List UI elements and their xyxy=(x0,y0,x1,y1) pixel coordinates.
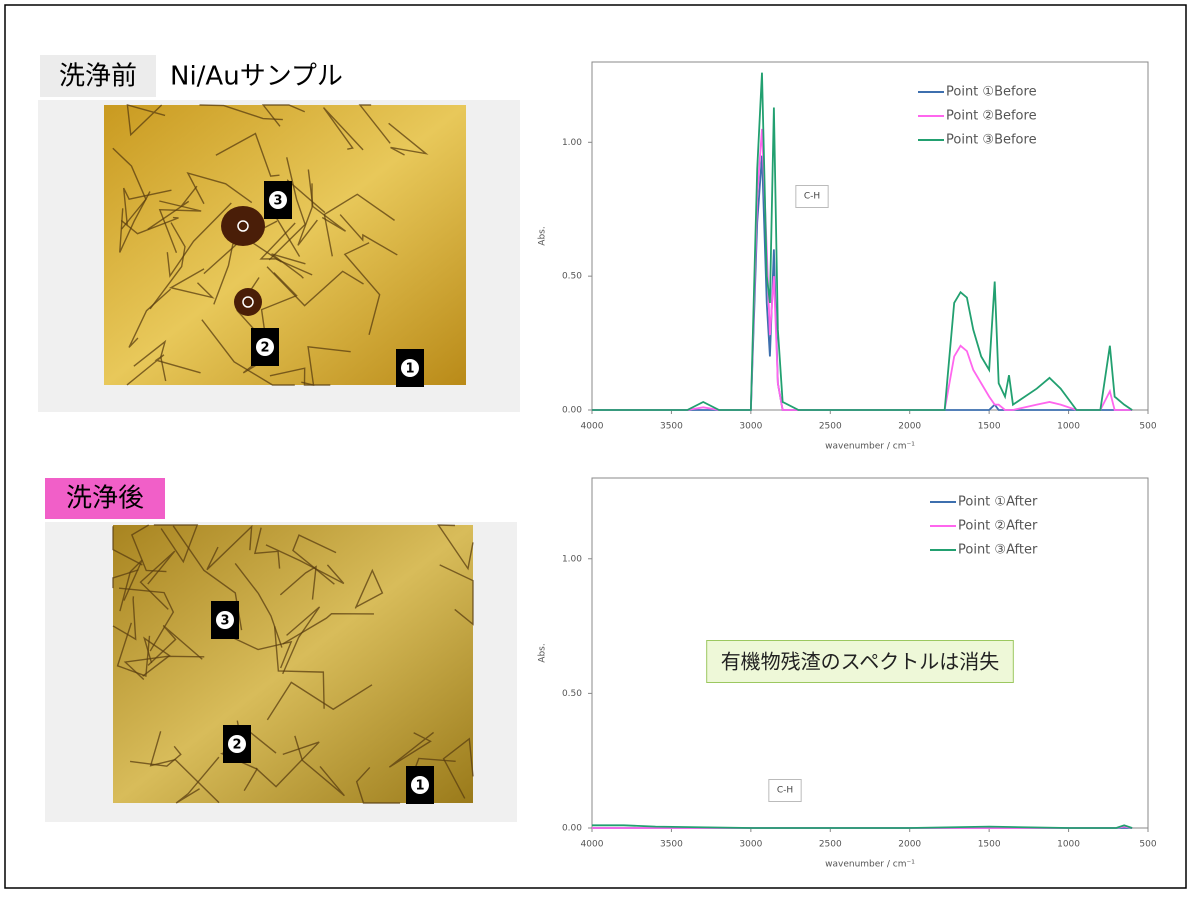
x-axis-label: wavenumber / cm⁻¹ xyxy=(825,442,915,452)
x-tick-label: 4000 xyxy=(581,840,604,850)
annotation: C-H xyxy=(777,786,793,796)
after-label: 洗浄後 xyxy=(66,484,144,514)
legend-label: Point ①Before xyxy=(946,85,1037,100)
sample-label: Ni/Auサンプル xyxy=(170,62,343,92)
y-tick-label: 0.50 xyxy=(562,272,582,282)
x-tick-label: 3000 xyxy=(739,422,762,432)
x-tick-label: 3500 xyxy=(660,422,683,432)
legend-label: Point ②After xyxy=(958,519,1038,534)
residue xyxy=(234,288,262,316)
annotation: 有機物残渣のスペクトルは消失 xyxy=(721,650,1000,674)
marker-label: 2 xyxy=(260,341,269,356)
x-tick-label: 2500 xyxy=(819,840,842,850)
x-tick-label: 1000 xyxy=(1057,840,1080,850)
x-tick-label: 2000 xyxy=(898,840,921,850)
x-tick-label: 500 xyxy=(1139,840,1156,850)
y-axis-label: Abs. xyxy=(538,226,548,245)
legend-label: Point ②Before xyxy=(946,109,1037,124)
x-tick-label: 2000 xyxy=(898,422,921,432)
x-tick-label: 1500 xyxy=(978,422,1001,432)
series-line xyxy=(592,73,1132,410)
legend-label: Point ③Before xyxy=(946,133,1037,148)
plot-frame xyxy=(592,62,1148,410)
x-tick-label: 4000 xyxy=(581,422,604,432)
slide: 洗浄前 Ni/Auサンプル 洗浄後 3 2 1 3 2 1 0.00 0.50 1.00 4000… xyxy=(0,0,1192,894)
annotation: C-H xyxy=(804,192,820,202)
series-line xyxy=(592,825,1132,828)
marker-label: 2 xyxy=(232,738,241,753)
y-tick-label: 0.00 xyxy=(562,824,582,834)
x-tick-label: 2500 xyxy=(819,422,842,432)
marker-label: 3 xyxy=(273,194,282,209)
legend-label: Point ③After xyxy=(958,543,1038,558)
x-tick-label: 3000 xyxy=(739,840,762,850)
marker-label: 3 xyxy=(220,614,229,629)
x-tick-label: 1500 xyxy=(978,840,1001,850)
y-tick-label: 1.00 xyxy=(562,554,582,564)
marker-label: 1 xyxy=(405,362,414,377)
x-axis-label: wavenumber / cm⁻¹ xyxy=(825,860,915,870)
legend-label: Point ①After xyxy=(958,495,1038,510)
y-tick-label: 1.00 xyxy=(562,138,582,148)
before-label: 洗浄前 xyxy=(59,62,137,92)
series-line xyxy=(592,156,1132,410)
y-tick-label: 0.50 xyxy=(562,689,582,699)
x-tick-label: 500 xyxy=(1139,422,1156,432)
series-line xyxy=(592,129,1132,410)
residue xyxy=(221,206,265,246)
x-tick-label: 1000 xyxy=(1057,422,1080,432)
y-tick-label: 0.00 xyxy=(562,406,582,416)
y-axis-label: Abs. xyxy=(538,643,548,662)
x-tick-label: 3500 xyxy=(660,840,683,850)
marker-label: 1 xyxy=(415,779,424,794)
